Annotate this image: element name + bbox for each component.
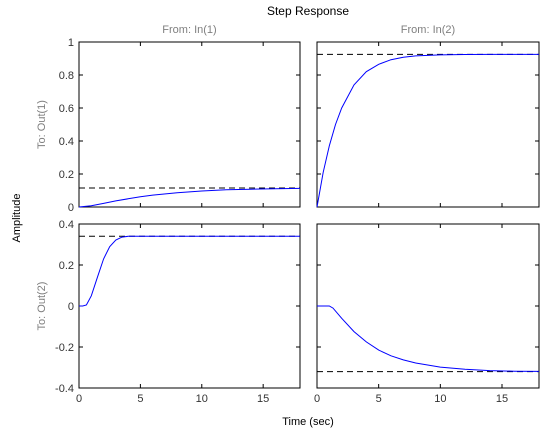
step-response-line: [316, 53, 539, 208]
x-tick-label: 10: [434, 393, 446, 405]
x-tick-label: 0: [76, 393, 82, 405]
x-tick-label: 10: [196, 393, 208, 405]
y-tick-label: -0.4: [55, 383, 74, 395]
x-tick-label: 5: [137, 393, 143, 405]
subplot-r1-c1: 0 0.2 0.4 0.6 0.8 1: [59, 37, 301, 214]
y-tick-label: 0.6: [59, 103, 74, 115]
subplot-r2-c1: 0 5 10 15 -0.4 -0.2 0 0.2 0.4: [55, 219, 301, 405]
input-label-1: From: In(1): [162, 24, 216, 36]
x-axis-label: Time (sec): [282, 416, 334, 428]
y-tick-label: 0.4: [59, 136, 74, 148]
y-tick-label: 0.2: [59, 260, 74, 272]
output-label-2: To: Out(2): [36, 282, 48, 331]
y-tick-label: 0.8: [59, 70, 74, 82]
y-tick-label: 0.4: [59, 219, 74, 231]
x-tick-label: 15: [257, 393, 269, 405]
plot-frame: [316, 41, 540, 208]
y-axis-label: Amplitude: [11, 194, 23, 243]
x-tick-label: 5: [376, 393, 382, 405]
y-tick-label: 0: [68, 202, 74, 214]
subplot-r1-c2: [316, 41, 540, 208]
y-tick-label: 1: [68, 37, 74, 49]
y-tick-label: -0.2: [55, 342, 74, 354]
chart-title: Step Response: [267, 4, 349, 18]
input-label-2: From: In(2): [401, 24, 455, 36]
x-tick-label: 15: [496, 393, 508, 405]
plot-frame: [78, 223, 301, 389]
y-tick-label: 0.2: [59, 169, 74, 181]
output-label-1: To: Out(1): [36, 100, 48, 149]
step-response-line: [317, 305, 540, 372]
plot-frame: [316, 223, 540, 389]
y-tick-label: 0: [68, 301, 74, 313]
x-tick-label: 0: [314, 393, 320, 405]
subplot-r2-c2: 0 5 10 15: [314, 223, 540, 405]
step-response-line: [78, 187, 301, 208]
subplot-grid: From: In(1) From: In(2) To: Out(1) To: Out(…: [36, 24, 540, 405]
step-response-line: [79, 235, 300, 307]
plot-frame: [78, 41, 301, 208]
